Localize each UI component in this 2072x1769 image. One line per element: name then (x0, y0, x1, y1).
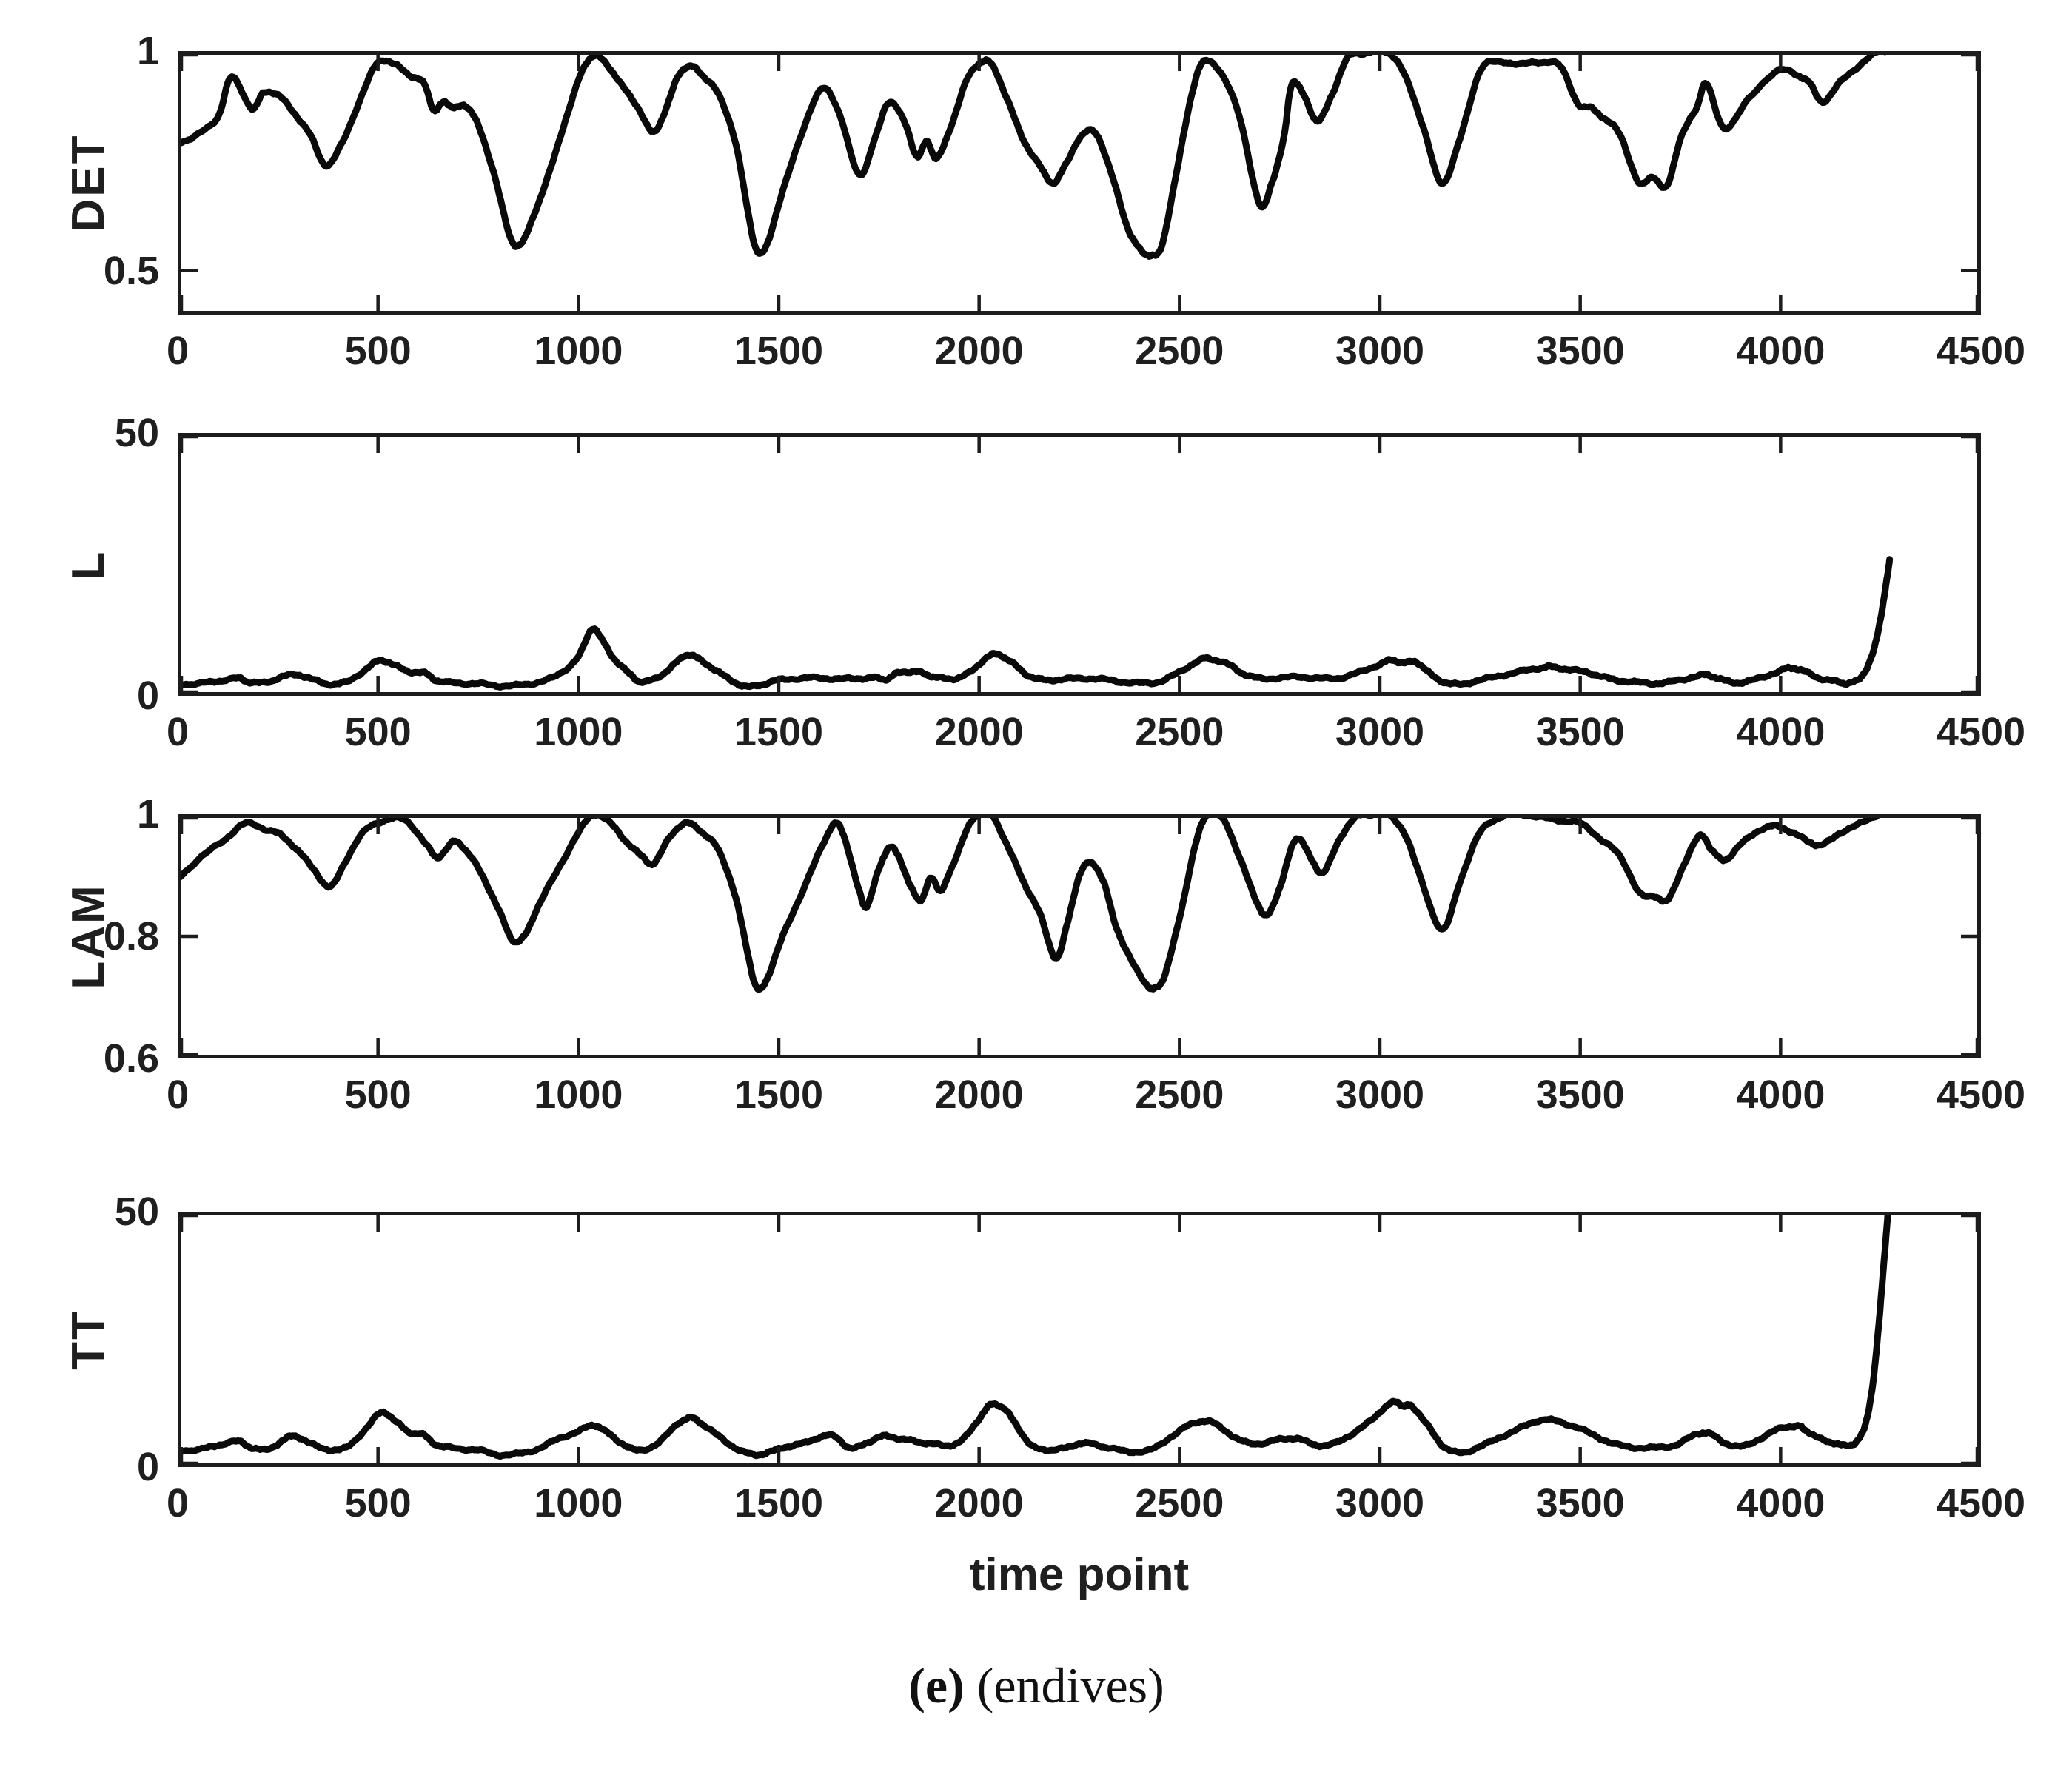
x-tick-label: 4500 (1936, 1073, 2026, 1117)
x-tick-label: 0 (166, 710, 190, 754)
plot-frame (178, 433, 1981, 696)
x-tick-label: 2000 (934, 329, 1024, 373)
det-series-line (178, 51, 1892, 260)
y-tick-label: 0.6 (103, 1036, 159, 1081)
x-tick-label: 2500 (1135, 710, 1224, 754)
x-tick-label: 1500 (734, 1073, 824, 1117)
x-tick-label: 3500 (1535, 329, 1625, 373)
y-tick-label: 0.8 (103, 914, 159, 959)
x-tick-label: 4000 (1736, 329, 1825, 373)
figure-caption: (e) (endives) (908, 1656, 1164, 1715)
l-line-chart (178, 433, 1981, 696)
lam-line-chart (178, 814, 1981, 1058)
caption-panel-letter: (e) (908, 1657, 965, 1713)
x-tick-label: 2500 (1135, 329, 1224, 373)
plot-frame (178, 51, 1981, 315)
y-tick-label: 0 (136, 1445, 159, 1489)
x-tick-label: 1000 (534, 1481, 623, 1525)
x-tick-label: 2000 (934, 1073, 1024, 1117)
x-tick-label: 2500 (1135, 1073, 1224, 1117)
x-tick-label: 1500 (734, 710, 824, 754)
x-tick-label: 1000 (534, 329, 623, 373)
plot-frame (178, 1212, 1981, 1467)
x-tick-label: 3500 (1535, 1481, 1625, 1525)
det-line-chart (178, 51, 1981, 315)
x-tick-label: 1500 (734, 329, 824, 373)
l-series-line (178, 556, 1894, 691)
x-tick-label: 0 (166, 1481, 190, 1525)
y-tick-label: 1 (136, 792, 159, 836)
caption-text: (endives) (964, 1657, 1164, 1713)
y-tick-label: 1 (136, 29, 159, 73)
x-tick-label: 3000 (1335, 1073, 1425, 1117)
x-tick-label: 3000 (1335, 329, 1425, 373)
x-tick-label: 1000 (534, 710, 623, 754)
x-tick-label: 3000 (1335, 710, 1425, 754)
y-tick-label: 50 (114, 411, 159, 455)
x-tick-label: 0 (166, 329, 190, 373)
y-tick-label: 50 (114, 1189, 159, 1234)
lam-series-line (178, 814, 1892, 993)
x-tick-label: 4500 (1936, 710, 2026, 754)
tt-series-line (178, 1212, 1891, 1460)
x-tick-label: 1500 (734, 1481, 824, 1525)
x-tick-label: 4500 (1936, 329, 2026, 373)
x-tick-label: 4000 (1736, 1481, 1825, 1525)
x-tick-label: 2000 (934, 710, 1024, 754)
x-tick-label: 4000 (1736, 1073, 1825, 1117)
x-tick-label: 3500 (1535, 710, 1625, 754)
x-tick-label: 500 (344, 1481, 412, 1525)
x-tick-label: 2500 (1135, 1481, 1224, 1525)
x-tick-label: 4500 (1936, 1481, 2026, 1525)
x-axis-label: time point (969, 1549, 1190, 1600)
x-tick-label: 500 (344, 710, 412, 754)
plot-frame (178, 814, 1981, 1058)
x-tick-label: 0 (166, 1073, 190, 1117)
y-tick-label: 0 (136, 674, 159, 718)
x-tick-label: 500 (344, 1073, 412, 1117)
tt-line-chart (178, 1212, 1981, 1467)
x-tick-label: 3000 (1335, 1481, 1425, 1525)
x-tick-label: 500 (344, 329, 412, 373)
x-tick-label: 2000 (934, 1481, 1024, 1525)
y-tick-label: 0.5 (103, 248, 159, 293)
x-tick-label: 3500 (1535, 1073, 1625, 1117)
x-tick-label: 1000 (534, 1073, 623, 1117)
x-tick-label: 4000 (1736, 710, 1825, 754)
